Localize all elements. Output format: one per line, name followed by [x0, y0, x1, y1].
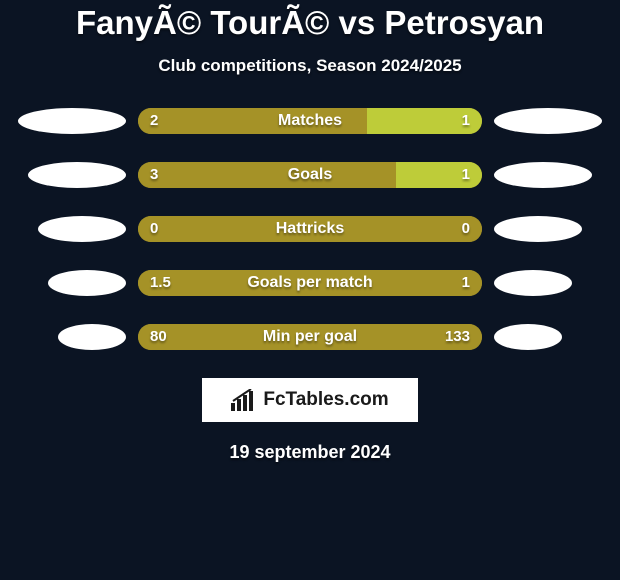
logo-text: FcTables.com: [263, 389, 388, 411]
ellipse-right: [494, 108, 602, 134]
bar-segment-left: [138, 324, 482, 350]
ellipse-right: [494, 270, 572, 296]
ellipse-right: [494, 324, 562, 350]
stat-row: Min per goal80133: [0, 324, 620, 350]
stats-container: Matches21 Goals31 Hattricks00 Goals per mat…: [0, 108, 620, 350]
date: 19 september 2024: [0, 442, 620, 463]
stat-row: Hattricks00: [0, 216, 620, 242]
bar-segment-left: [138, 162, 396, 188]
stat-bar: Min per goal80133: [138, 324, 482, 350]
bar-segment-left: [138, 270, 482, 296]
logo-box: FcTables.com: [202, 378, 418, 422]
comparison-card: FanyÃ© TourÃ© vs Petrosyan Club competit…: [0, 0, 620, 463]
page-title: FanyÃ© TourÃ© vs Petrosyan: [0, 4, 620, 42]
bar-segment-right: [396, 162, 482, 188]
stat-row: Goals per match1.51: [0, 270, 620, 296]
ellipse-right: [494, 216, 582, 242]
ellipse-left: [48, 270, 126, 296]
stat-row: Matches21: [0, 108, 620, 134]
ellipse-left: [38, 216, 126, 242]
ellipse-left: [58, 324, 126, 350]
ellipse-right: [494, 162, 592, 188]
stat-row: Goals31: [0, 162, 620, 188]
stat-bar: Goals per match1.51: [138, 270, 482, 296]
logo: FcTables.com: [231, 389, 388, 411]
bar-segment-right: [367, 108, 482, 134]
ellipse-left: [18, 108, 126, 134]
ellipse-left: [28, 162, 126, 188]
stat-bar: Hattricks00: [138, 216, 482, 242]
bar-segment-left: [138, 108, 367, 134]
bar-segment-left: [138, 216, 482, 242]
subtitle: Club competitions, Season 2024/2025: [0, 56, 620, 76]
chart-icon: [231, 389, 257, 411]
stat-bar: Matches21: [138, 108, 482, 134]
stat-bar: Goals31: [138, 162, 482, 188]
